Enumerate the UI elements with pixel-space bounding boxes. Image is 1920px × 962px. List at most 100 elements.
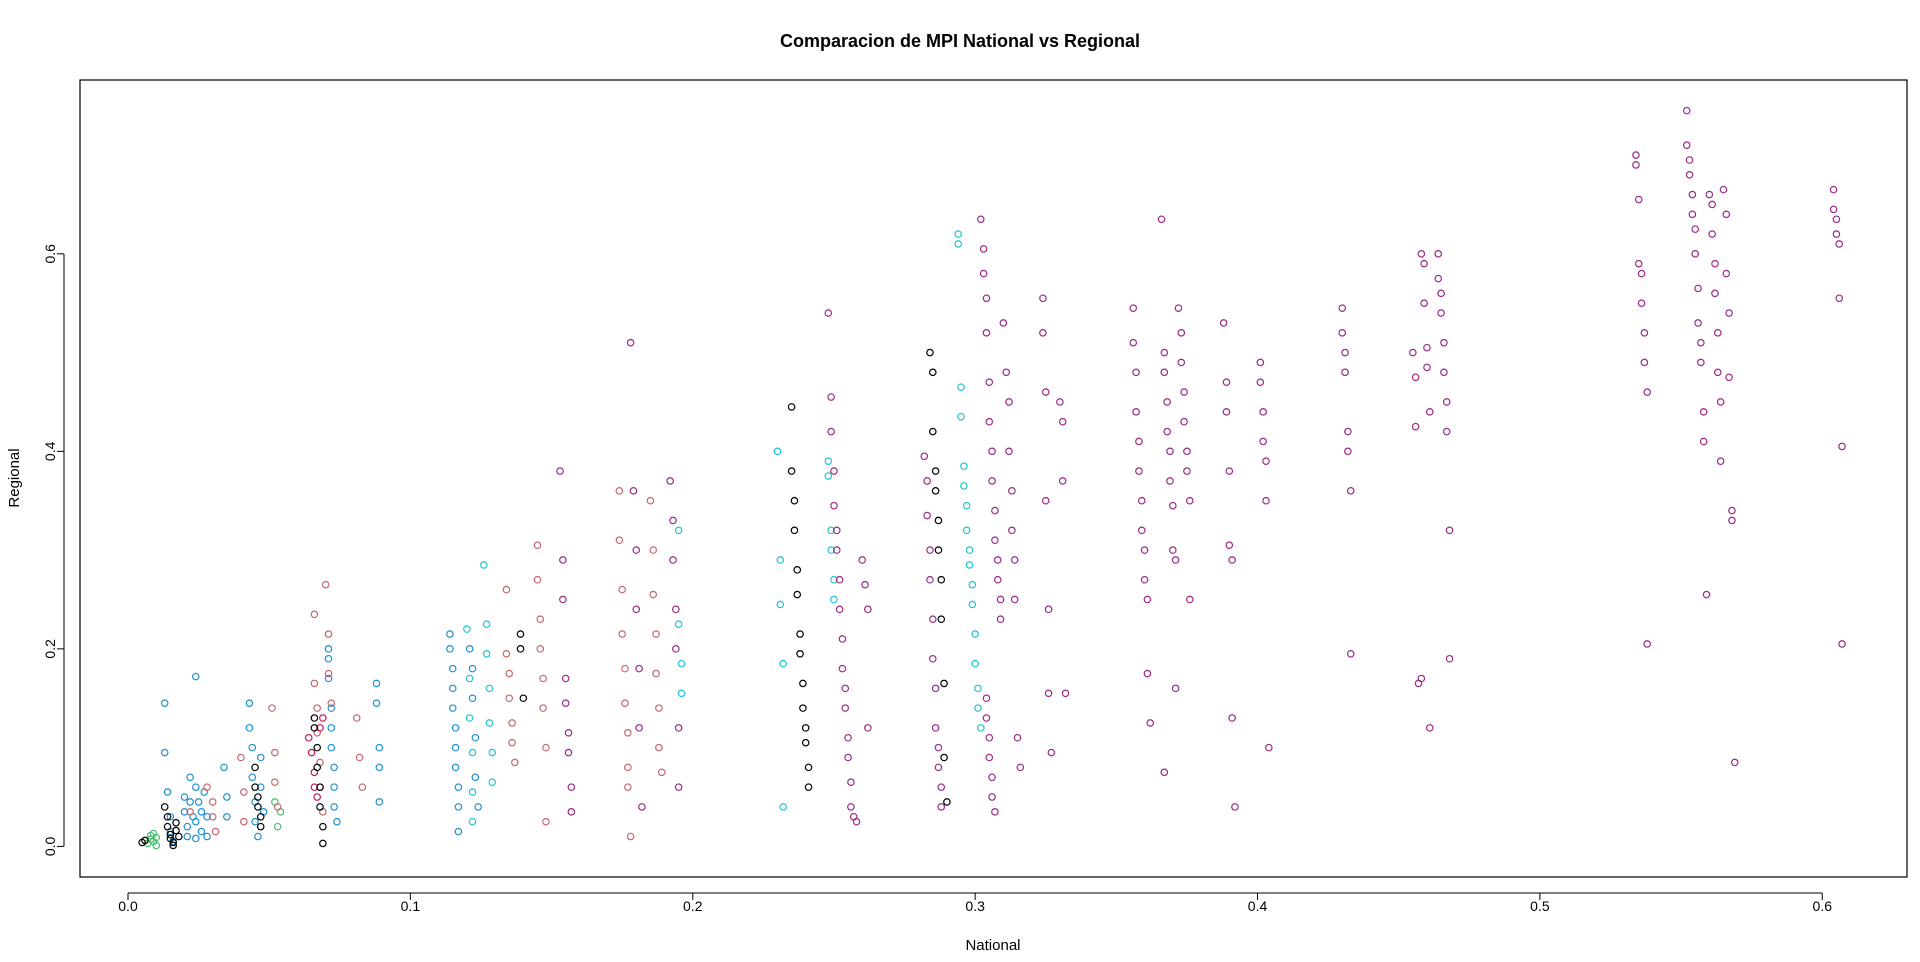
data-point: [203, 812, 211, 821]
data-point: [804, 763, 813, 772]
data-point: [1420, 299, 1428, 307]
data-point: [1711, 289, 1719, 298]
data-point: [937, 615, 946, 624]
y-axis: 0.0 0.2 0.4 0.6: [42, 244, 65, 856]
data-point: [1730, 758, 1739, 767]
data-point: [1708, 200, 1716, 209]
data-point: [1437, 289, 1445, 298]
data-point: [632, 546, 641, 554]
data-point: [564, 729, 573, 737]
data-point: [954, 240, 963, 248]
data-point: [796, 650, 804, 658]
data-point: [542, 743, 550, 752]
data-point: [931, 684, 940, 693]
data-point: [824, 472, 833, 480]
data-point: [1829, 205, 1838, 214]
data-point: [186, 798, 194, 806]
y-tick-label: 0.4: [42, 441, 58, 461]
data-point: [1169, 546, 1177, 554]
data-point: [327, 699, 336, 707]
data-point: [160, 803, 169, 811]
data-point: [1688, 190, 1697, 199]
data-point: [1146, 719, 1155, 727]
data-point: [1634, 195, 1643, 204]
data-point: [779, 659, 787, 668]
data-point: [787, 467, 796, 475]
data-point: [465, 674, 474, 683]
data-point: [1434, 274, 1443, 283]
data-point: [508, 738, 516, 747]
y-axis-label: Regional: [6, 448, 23, 507]
x-tick-label: 0.2: [683, 898, 703, 914]
data-point: [539, 674, 547, 683]
x-axis: 0.0 0.1 0.2 0.3 0.4 0.5 0.6: [118, 892, 1832, 914]
data-point: [1722, 210, 1731, 219]
data-point: [321, 580, 330, 589]
data-point: [1047, 748, 1056, 757]
data-point: [962, 501, 971, 510]
data-point: [516, 630, 525, 638]
data-point: [635, 724, 643, 732]
data-point: [615, 487, 624, 495]
data-point: [931, 487, 940, 495]
data-point: [152, 841, 161, 850]
data-point: [1728, 506, 1736, 515]
data-point: [635, 664, 643, 673]
data-point: [864, 605, 872, 614]
data-point: [536, 645, 545, 653]
data-point: [248, 743, 257, 752]
data-point: [254, 793, 262, 801]
data-point: [1838, 442, 1846, 451]
data-point: [655, 743, 663, 752]
data-point: [1708, 230, 1716, 238]
data-point: [313, 763, 321, 772]
y-tick-label: 0.6: [42, 244, 58, 264]
data-point: [256, 812, 265, 821]
data-point: [937, 803, 946, 811]
data-point: [790, 496, 799, 505]
data-point: [988, 773, 996, 782]
data-point: [1423, 363, 1431, 372]
data-point: [934, 546, 943, 554]
data-point: [239, 817, 248, 826]
data-point: [1691, 250, 1700, 258]
data-point: [629, 487, 638, 495]
data-point: [166, 830, 175, 839]
data-point: [993, 556, 1002, 564]
data-point: [1346, 487, 1355, 495]
data-point: [674, 620, 683, 628]
data-point: [649, 590, 658, 599]
data-point: [1225, 541, 1234, 549]
data-point: [626, 832, 635, 841]
data-point: [468, 817, 477, 826]
plot-frame: [79, 79, 1908, 878]
data-point: [254, 803, 262, 811]
data-point: [256, 783, 265, 791]
data-point: [375, 798, 384, 806]
data-point: [468, 788, 477, 796]
data-point: [1166, 447, 1174, 456]
data-point: [1185, 595, 1194, 604]
data-point: [1832, 230, 1841, 238]
data-point: [1174, 304, 1183, 312]
x-tick-label: 0.5: [1530, 898, 1550, 914]
data-point: [273, 803, 282, 811]
data-point: [256, 753, 265, 762]
data-point: [319, 822, 327, 831]
data-point: [790, 526, 799, 535]
data-point: [801, 738, 810, 747]
data-point: [324, 645, 333, 653]
data-point: [313, 704, 321, 712]
data-point: [180, 808, 189, 816]
data-point: [618, 585, 626, 594]
data-point: [976, 724, 985, 732]
data-point: [191, 672, 200, 681]
data-point: [928, 654, 937, 663]
data-point: [1643, 640, 1652, 648]
data-point: [954, 230, 963, 238]
data-point: [1632, 161, 1640, 169]
data-point: [1259, 437, 1267, 446]
data-point: [488, 778, 497, 786]
data-point: [1265, 743, 1273, 752]
data-point: [827, 526, 835, 535]
